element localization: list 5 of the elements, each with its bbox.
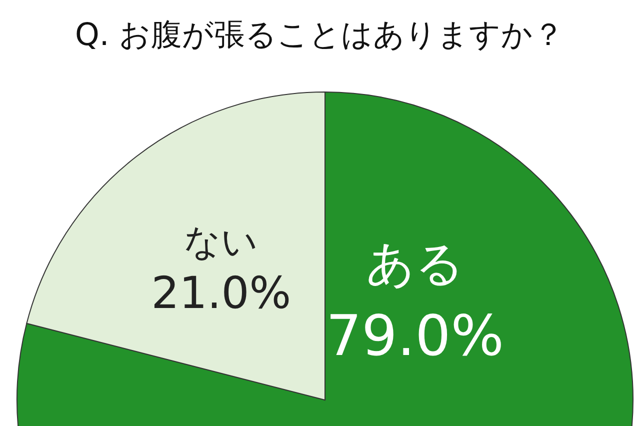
data-label: 21.0% — [151, 268, 292, 320]
slice-label: ある — [366, 236, 464, 292]
slice-label: ない — [184, 222, 258, 264]
data-label: 79.0% — [326, 304, 504, 369]
chart-title: Q. お腹が張ることはありますか？ — [74, 17, 564, 53]
